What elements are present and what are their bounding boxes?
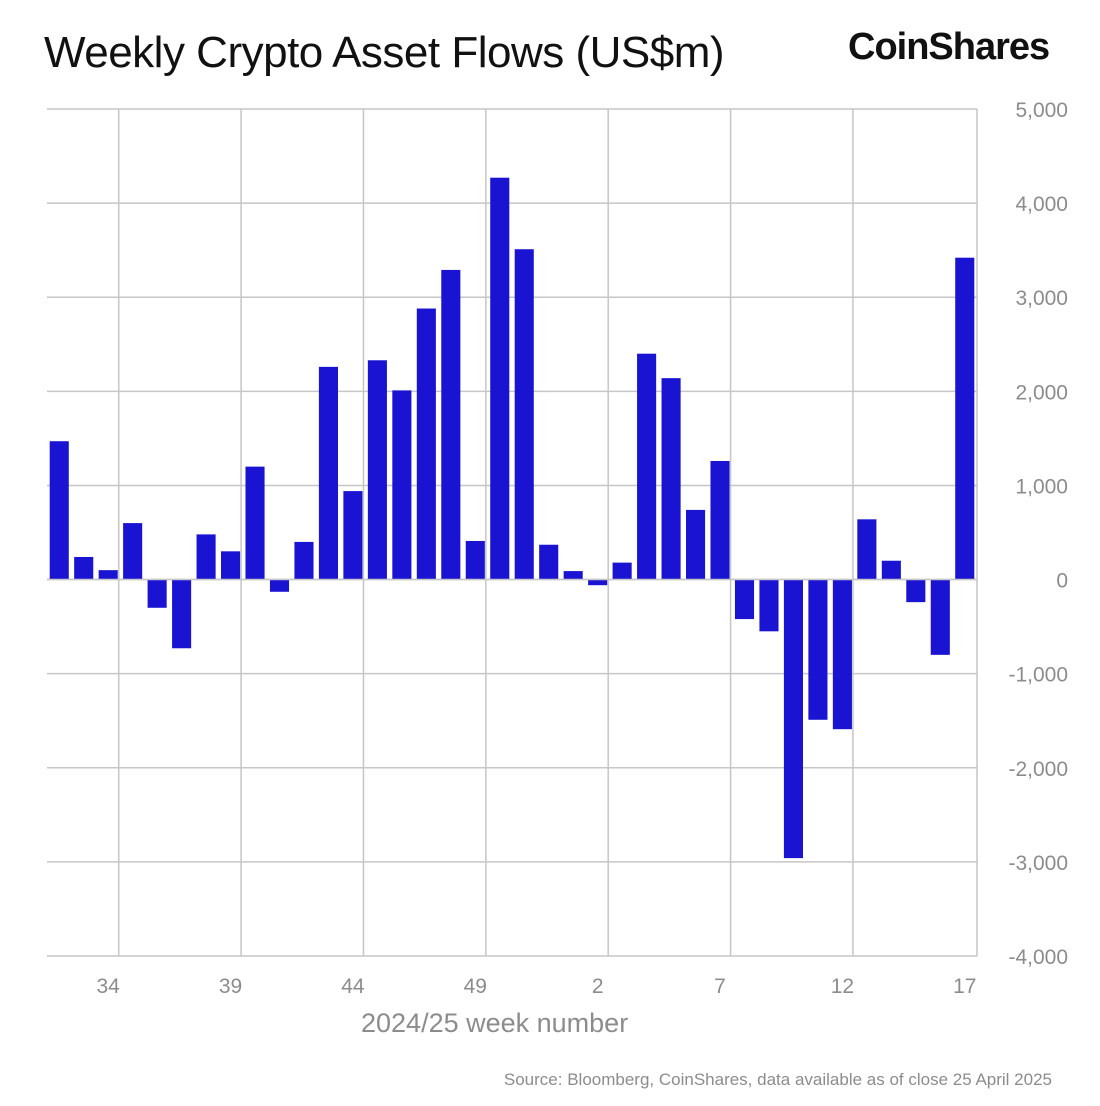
x-tick-label: 34 (97, 975, 121, 998)
bar-week-36 (147, 579, 167, 608)
y-tick-label: -1,000 (1008, 664, 1068, 687)
x-tick-label: 12 (831, 975, 854, 998)
x-tick-label: 44 (341, 975, 365, 998)
x-tick-label: 17 (953, 975, 976, 998)
bar-week-46 (392, 390, 412, 580)
bar-week-48 (441, 269, 461, 580)
source-note: Source: Bloomberg, CoinShares, data avai… (503, 1070, 1052, 1089)
bar-week-44 (343, 491, 363, 580)
bar-week-10 (783, 579, 803, 859)
bars (49, 177, 975, 859)
y-tick-label: 0 (1056, 570, 1068, 593)
y-tick-labels: 5,000 4,000 3,000 2,000 1,000 0 -1,000 -2,000 -3… (1008, 99, 1068, 969)
bar-week-1 (563, 571, 583, 580)
bar-chart: 5,000 4,000 3,000 2,000 1,000 0 -1,000 -2,000 -3… (47, 99, 1068, 998)
bar-week-43 (318, 366, 338, 580)
bar-week-14 (881, 560, 901, 580)
bar-week-47 (416, 308, 436, 580)
y-tick-label: -3,000 (1008, 852, 1068, 875)
bar-week-3 (612, 562, 632, 580)
y-tick-label: 4,000 (1015, 193, 1068, 216)
bar-week-13 (857, 519, 877, 580)
bar-week-37 (172, 579, 192, 649)
bar-week-38 (196, 534, 216, 580)
y-tick-label: 2,000 (1015, 381, 1068, 404)
bar-week-12 (832, 579, 852, 730)
x-tick-label: 2 (592, 975, 604, 998)
y-tick-label: 5,000 (1015, 99, 1068, 122)
bar-week-35 (123, 523, 143, 580)
bar-week-32 (49, 441, 69, 580)
bar-week-8 (734, 579, 755, 620)
y-tick-label: 1,000 (1015, 475, 1068, 498)
x-tick-labels: 34 39 44 49 2 7 12 17 (97, 975, 977, 998)
bar-week-33 (74, 556, 94, 580)
bar-week-45 (367, 360, 387, 580)
grid-lines (47, 108, 977, 957)
bar-week-16 (930, 579, 950, 655)
axes (47, 109, 978, 956)
y-tick-label: -4,000 (1008, 946, 1068, 969)
y-tick-label: 3,000 (1015, 287, 1068, 310)
x-tick-label: 7 (714, 975, 726, 998)
bar-week-51 (514, 249, 534, 580)
bar-week-2 (588, 579, 608, 586)
chart-title: Weekly Crypto Asset Flows (US$m) (44, 28, 725, 77)
bar-week-49 (465, 540, 485, 580)
bar-week-11 (808, 579, 828, 720)
bar-week-42 (294, 541, 314, 580)
y-tick-label: -2,000 (1008, 758, 1068, 781)
bar-week-9 (759, 579, 779, 632)
bar-week-34 (98, 570, 118, 580)
coinshares-logo: CoinShares (848, 26, 1050, 69)
x-axis-title: 2024/25 week number (361, 1008, 629, 1038)
bar-week-15 (906, 579, 926, 603)
bar-week-41 (269, 579, 290, 592)
bar-week-50 (490, 177, 510, 580)
logo-text: CoinShares (848, 26, 1050, 68)
bar-week-17 (955, 257, 975, 580)
bar-week-5 (661, 378, 681, 580)
x-tick-label: 49 (464, 975, 487, 998)
bar-week-6 (686, 509, 706, 580)
bar-week-39 (221, 551, 241, 580)
bar-week-7 (710, 460, 730, 580)
bar-week-40 (245, 466, 265, 580)
bar-week-4 (637, 353, 657, 580)
bar-week-52 (539, 544, 559, 580)
x-tick-label: 39 (219, 975, 242, 998)
